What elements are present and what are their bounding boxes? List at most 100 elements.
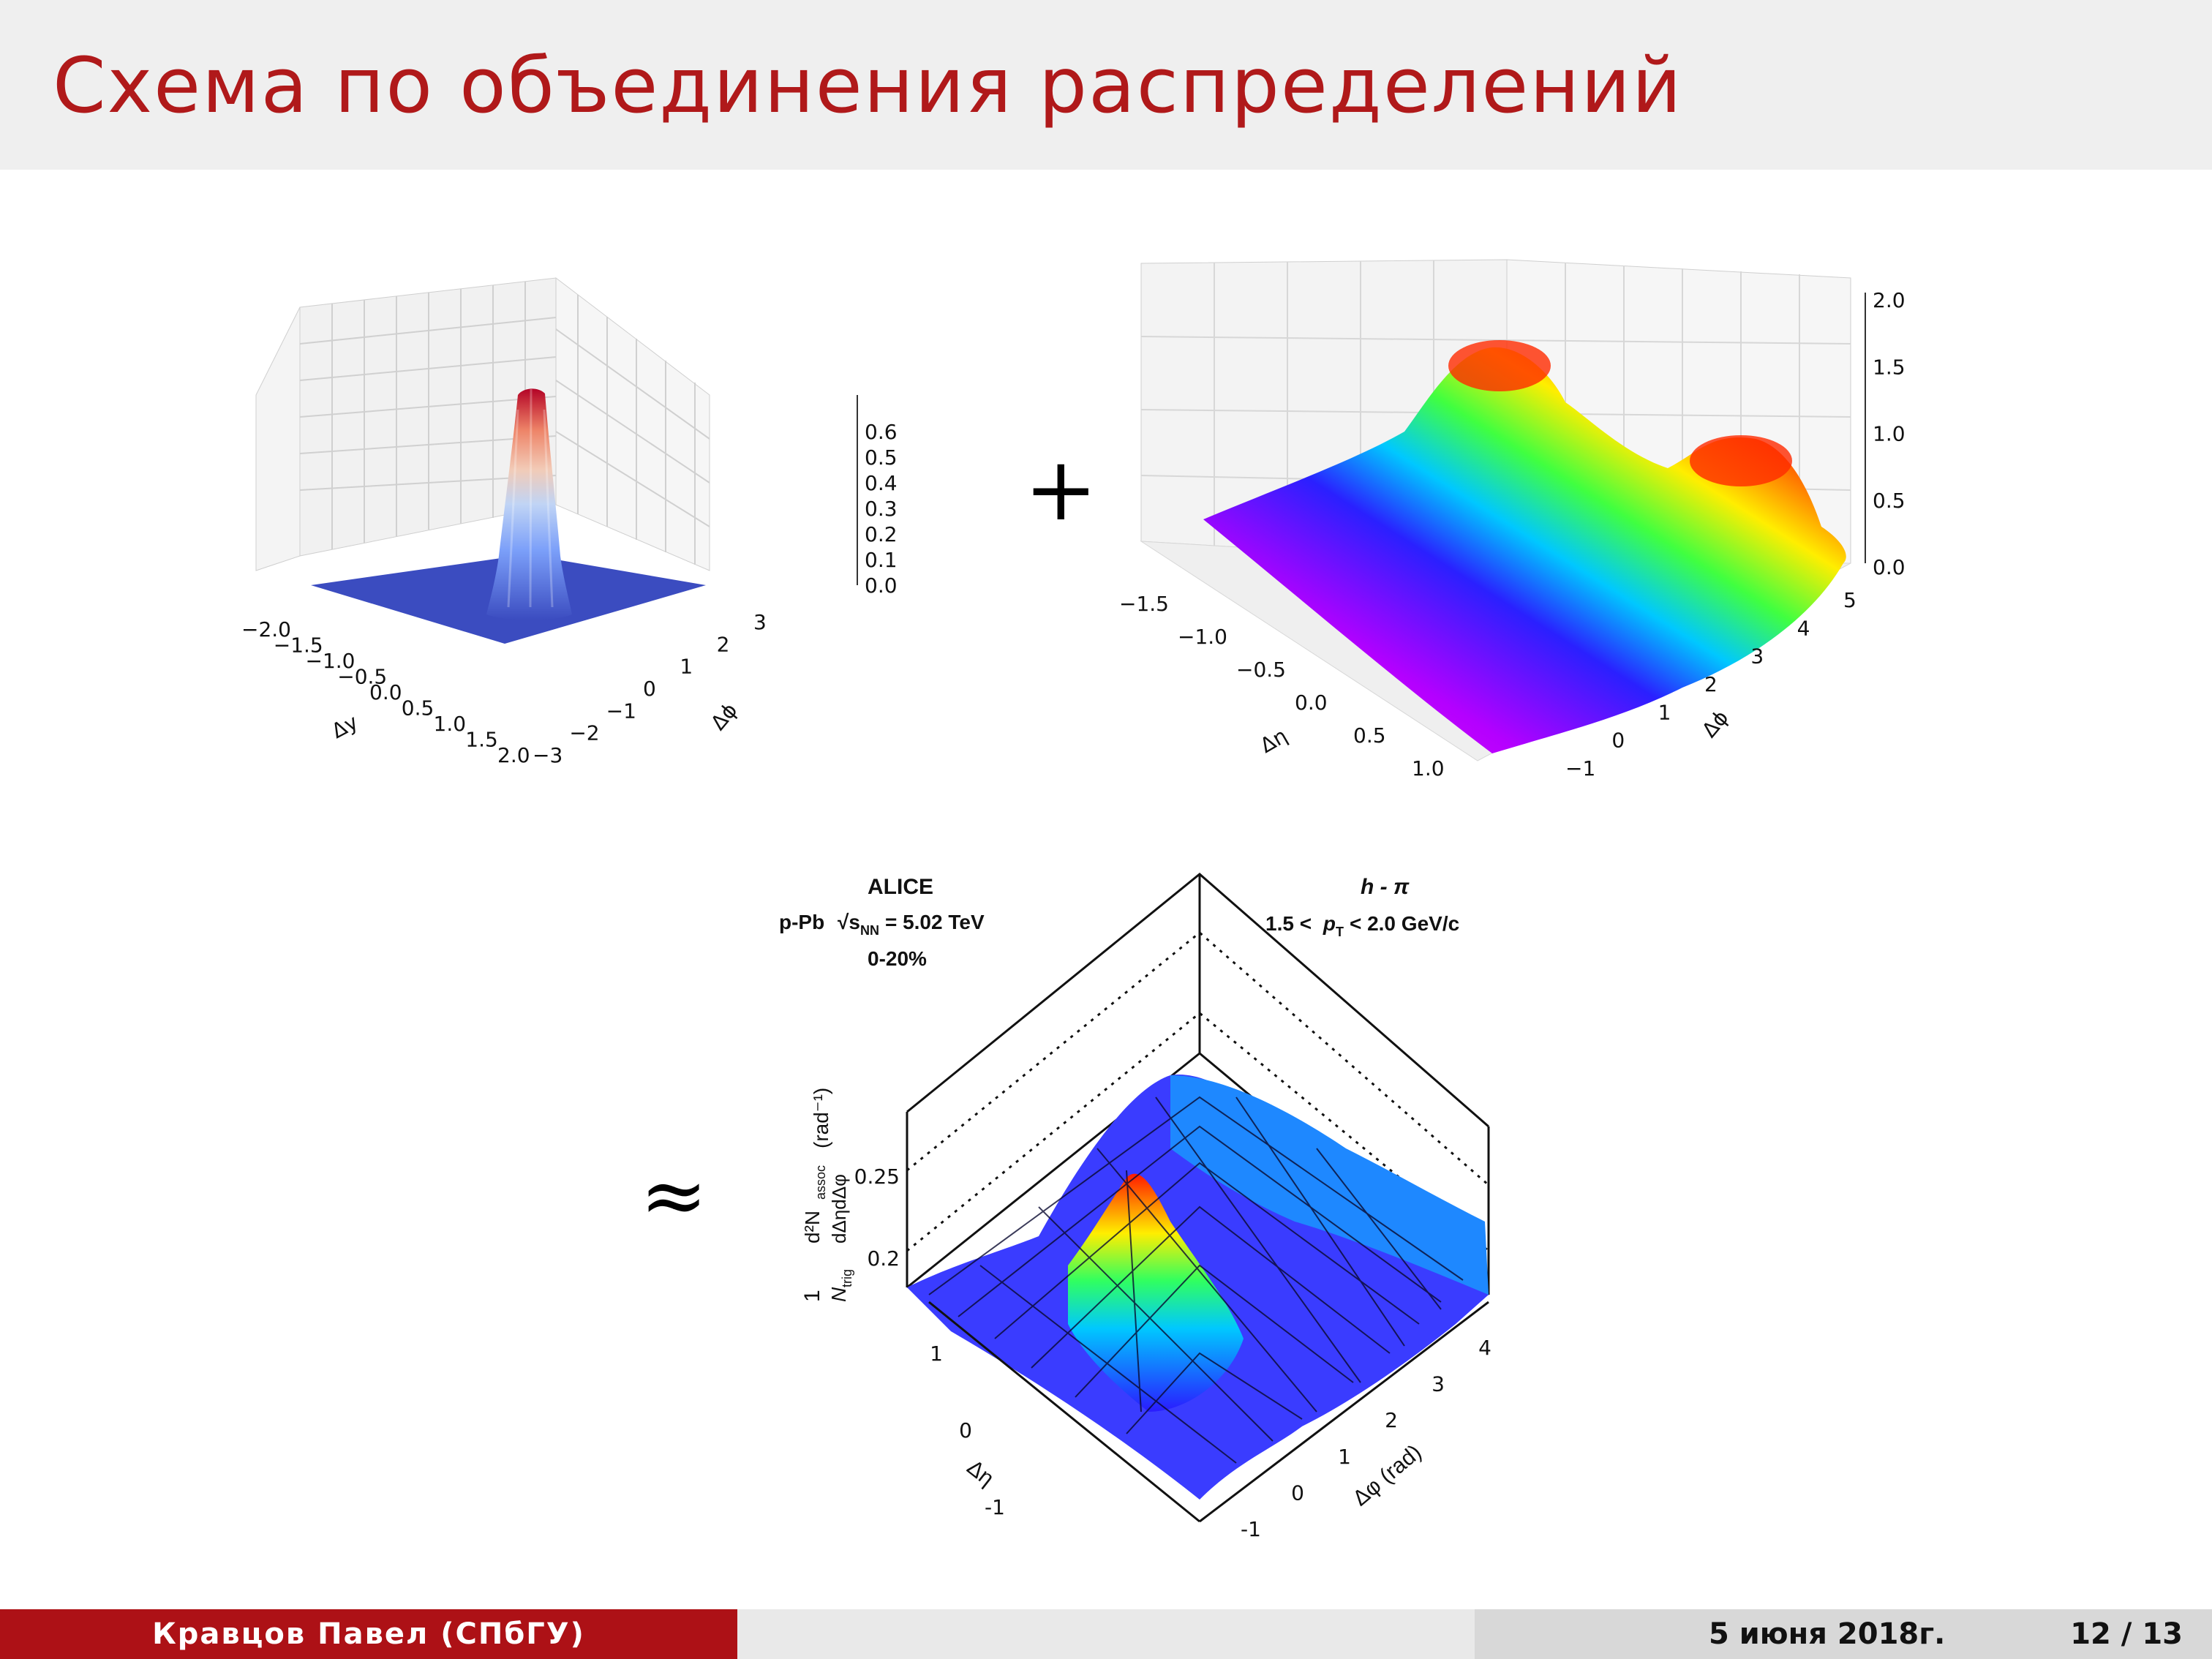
tick-label: 0.2 (865, 522, 898, 546)
tick-label: 0.0 (369, 680, 402, 704)
tick-label: −3 (533, 743, 563, 767)
surface-ridges (1203, 347, 1846, 754)
tick-label: 0.6 (865, 420, 898, 444)
z-tick-labels: 0.0 0.5 1.0 1.5 2.0 (1873, 288, 1906, 579)
tick-label: −2.0 (241, 617, 291, 642)
tick-label: 1 (1658, 700, 1671, 724)
title-bar (0, 0, 2212, 170)
pair-label: h - π (1361, 875, 1410, 899)
surface-peak-ridges (507, 388, 554, 608)
svg-text:dΔηdΔφ: dΔηdΔφ (828, 1174, 850, 1244)
tick-label: 2.0 (497, 743, 530, 767)
tick-label: 0.5 (1873, 489, 1906, 513)
tick-label: 0.2 (867, 1246, 900, 1271)
tick-label: −1 (1565, 756, 1595, 780)
tick-label: 0.3 (865, 497, 898, 521)
tick-label: 1.5 (1873, 355, 1906, 379)
tick-label: 5 (1843, 588, 1856, 612)
tick-label: 1 (680, 655, 693, 679)
tick-label: 1 (930, 1342, 943, 1366)
tick-label: 0 (1291, 1481, 1304, 1505)
x-axis-label: Δy (328, 710, 362, 743)
y-axis-title: Δφ (rad) (1348, 1440, 1426, 1511)
approx-operator: ≈ (640, 1148, 708, 1242)
y-axis-label: Δϕ (706, 698, 742, 734)
svg-text:(rad⁻¹): (rad⁻¹) (810, 1088, 832, 1148)
tick-label: 3 (1750, 644, 1764, 669)
svg-text:N: N (827, 1287, 850, 1302)
tick-label: −1.5 (1119, 592, 1169, 616)
tick-label: 4 (1797, 616, 1810, 640)
tick-label: −1 (606, 699, 636, 723)
tick-label: 2 (717, 632, 730, 656)
tick-label: 0.25 (854, 1165, 900, 1189)
tick-label: 0 (1611, 729, 1625, 753)
tick-label: 3 (1432, 1372, 1445, 1396)
footer-author: Кравцов Павел (СПбГУ) (0, 1609, 737, 1659)
tick-label: 0.0 (865, 573, 898, 598)
tick-label: −2 (569, 721, 599, 745)
tick-label: 2 (1385, 1408, 1398, 1432)
tick-label: 0.1 (865, 548, 898, 572)
z-tick-labels: 0.00.10.20.30.40.50.6 (865, 420, 898, 598)
surface-peak (486, 388, 572, 620)
tick-label: -1 (985, 1495, 1005, 1519)
x-tick-labels: −1.5 −1.0 −0.5 0.0 0.5 1.0 (1119, 592, 1445, 780)
tick-label: −1.0 (1178, 625, 1227, 649)
tick-label: 1.5 (465, 728, 498, 752)
pt-range-label: 1.5 < pT < 2.0 GeV/c (1265, 912, 1459, 939)
svg-text:d²N: d²N (801, 1211, 824, 1244)
footer-date: 5 июня 2018г. (1709, 1617, 1946, 1651)
experiment-label: ALICE (868, 875, 933, 899)
tick-label: 3 (753, 610, 767, 634)
tick-label: 1 (1338, 1445, 1351, 1469)
peak-red-1 (1448, 340, 1551, 391)
x-axis-title: Δη (963, 1456, 998, 1491)
z-axis-title: 1 N trig d²N assoc dΔηdΔφ (rad⁻¹) (800, 1088, 854, 1302)
y-axis-label: Δϕ (1697, 705, 1733, 742)
surface-plot-1: 0.00.10.20.30.40.50.6 −2.0−1.5−1.0−0.50.… (241, 276, 898, 767)
tick-label: 0.0 (1873, 555, 1906, 579)
surface-nearside-peak (1068, 1173, 1244, 1412)
y-tick-labels: -1 0 1 2 3 4 (1241, 1336, 1491, 1541)
surface-mesh (928, 1096, 1464, 1464)
footer-right: 5 июня 2018г. 12 / 13 (1475, 1609, 2212, 1659)
dotted-levels (906, 931, 1489, 1252)
footer-middle (737, 1609, 1475, 1659)
peak-red-2 (1690, 435, 1792, 486)
tick-label: 0.5 (402, 696, 434, 721)
x-tick-labels: 1 0 -1 (930, 1342, 1005, 1519)
tick-label: 1.0 (434, 712, 467, 736)
tick-label: 2 (1704, 672, 1718, 696)
x-axis (928, 1301, 1200, 1523)
tick-label: 1.0 (1412, 756, 1445, 780)
slide-title: Схема по объединения распределений (53, 41, 1683, 130)
centrality-label: 0-20% (868, 947, 927, 970)
tick-label: 0.5 (1353, 723, 1386, 748)
tick-label: 0.5 (865, 445, 898, 470)
tick-label: 4 (1478, 1336, 1491, 1360)
tick-label: −0.5 (1236, 658, 1286, 682)
z-tick-labels: 0.2 0.25 (854, 1165, 900, 1271)
tick-label: −0.5 (337, 665, 387, 689)
alice-surface-plot: 0.2 0.25 1 0 -1 -1 0 1 2 3 4 ALICE p-Pb √sNN = 5.… (779, 873, 1491, 1541)
surface-plot-2: 0.0 0.5 1.0 1.5 2.0 −1.5 −1.0 −0.5 0.0 0.5 1.0 −1… (1119, 259, 1906, 780)
collision-system-label: p-Pb √sNN = 5.02 TeV (779, 911, 985, 938)
svg-text:trig: trig (840, 1269, 854, 1287)
surface-ridge (1170, 1075, 1489, 1295)
tick-label: 0.0 (1295, 691, 1328, 715)
tick-label: −1.5 (274, 633, 323, 658)
tick-label: 0 (643, 677, 656, 701)
svg-text:assoc: assoc (813, 1165, 828, 1200)
plus-operator: + (1024, 439, 1098, 541)
tick-label: 1.0 (1873, 422, 1906, 446)
pane-back-left (255, 276, 710, 571)
tick-label: -1 (1241, 1517, 1261, 1541)
y-tick-labels: −1 0 1 2 3 4 5 (1565, 588, 1856, 780)
tick-label: 0 (959, 1418, 972, 1442)
footer-page-number: 12 / 13 (2070, 1617, 2183, 1651)
y-axis (1199, 1301, 1489, 1523)
tick-label: 2.0 (1873, 288, 1906, 312)
tick-label: 0.4 (865, 471, 898, 495)
